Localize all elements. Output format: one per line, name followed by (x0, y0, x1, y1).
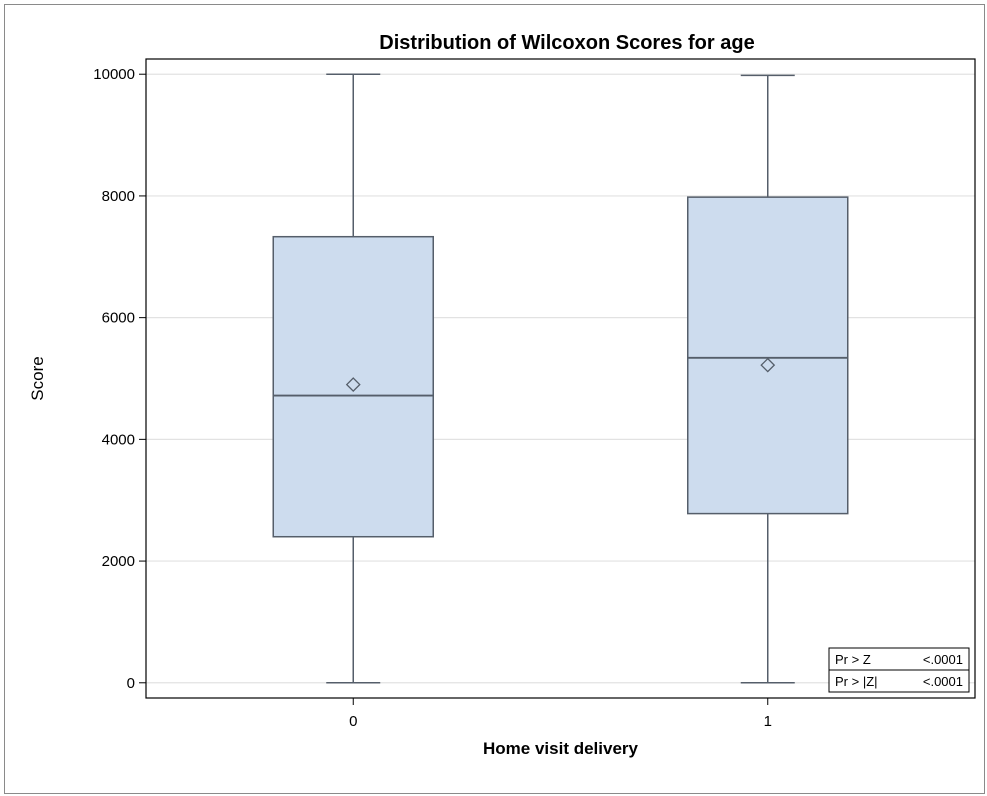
y-tick-label: 8000 (102, 188, 135, 205)
y-tick-label: 2000 (102, 553, 135, 570)
box-plot-chart: Distribution of Wilcoxon Scores for age … (28, 32, 976, 758)
mean-marker (760, 357, 776, 373)
y-tick-label: 10000 (93, 66, 135, 83)
boxes (272, 73, 849, 684)
grid-lines (146, 73, 975, 684)
y-axis: 0 2000 4000 6000 8000 10000 (93, 66, 146, 692)
box-iqr (687, 196, 849, 515)
y-tick-label: 4000 (102, 431, 135, 448)
chart-frame: Distribution of Wilcoxon Scores for age … (4, 4, 985, 794)
box-0 (272, 73, 434, 684)
plot-area-border (145, 58, 976, 699)
y-axis-label: Score (28, 356, 47, 400)
y-tick-label: 0 (127, 675, 135, 692)
stats-value: <.0001 (923, 652, 963, 667)
stats-value: <.0001 (923, 674, 963, 689)
box-1 (687, 74, 849, 684)
stats-table: Pr > Z <.0001 Pr > |Z| <.0001 (828, 647, 970, 693)
x-tick-label: 0 (349, 713, 357, 730)
box-iqr (272, 235, 434, 538)
stats-label: Pr > |Z| (835, 674, 878, 689)
x-tick-label: 1 (764, 713, 772, 730)
mean-marker (345, 377, 361, 393)
x-axis-label: Home visit delivery (483, 739, 639, 758)
stats-label: Pr > Z (835, 652, 871, 667)
y-tick-label: 6000 (102, 310, 135, 327)
chart-title: Distribution of Wilcoxon Scores for age (379, 32, 754, 54)
